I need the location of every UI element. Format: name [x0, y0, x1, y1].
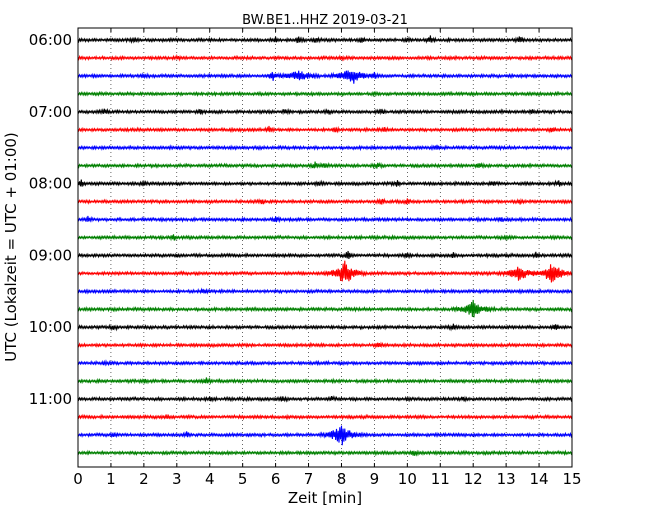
x-axis-ticks: 0 1 2 3 4 5 6 7 8 9 10 11 12 13 14 15 [73, 28, 582, 488]
x-tick-label: 4 [205, 470, 215, 488]
x-tick-label: 15 [562, 470, 581, 488]
x-tick-label: 6 [271, 470, 281, 488]
seismic-traces [77, 35, 573, 457]
x-tick-label: 3 [172, 470, 182, 488]
seismic-trace-0615 [77, 53, 573, 62]
seismic-trace-1015 [77, 341, 573, 349]
seismic-trace-1145 [77, 449, 573, 457]
seismic-trace-0600 [77, 35, 573, 45]
y-tick-label: 10:00 [29, 318, 72, 336]
y-axis-ticks: 06:00 07:00 08:00 09:00 10:00 11:00 [29, 31, 572, 408]
seismic-trace-0845 [77, 233, 573, 242]
chart-title: BW.BE1..HHZ 2019-03-21 [242, 13, 408, 28]
seismic-trace-1130 [77, 425, 573, 446]
seismic-trace-0700 [77, 107, 573, 116]
seismic-trace-1030 [77, 359, 573, 367]
seismic-trace-1045 [77, 376, 573, 385]
x-axis-label: Zeit [min] [288, 489, 362, 507]
x-tick-label: 2 [139, 470, 149, 488]
y-tick-label: 08:00 [29, 175, 72, 193]
x-tick-label: 1 [106, 470, 116, 488]
x-tick-label: 14 [530, 470, 549, 488]
seismic-trace-0715 [77, 125, 573, 134]
x-tick-label: 13 [497, 470, 516, 488]
seismic-trace-0645 [77, 90, 573, 98]
y-tick-label: 11:00 [29, 390, 72, 408]
plot-frame [77, 27, 573, 468]
y-tick-label: 07:00 [29, 103, 72, 121]
seismic-trace-0945 [77, 299, 573, 318]
x-tick-label: 8 [337, 470, 347, 488]
seismic-trace-0745 [77, 161, 573, 170]
seismic-trace-0800 [77, 179, 573, 188]
x-tick-label: 11 [431, 470, 450, 488]
x-tick-label: 9 [370, 470, 380, 488]
seismic-trace-0900 [77, 250, 573, 260]
seismic-trace-0915 [77, 260, 573, 283]
seismic-trace-1115 [77, 413, 573, 421]
seismic-trace-0630 [77, 70, 573, 84]
y-tick-label: 06:00 [29, 31, 72, 49]
x-tick-label: 12 [464, 470, 483, 488]
seismic-trace-0730 [77, 144, 573, 152]
seismic-trace-0830 [77, 215, 573, 224]
seismic-trace-0930 [77, 287, 573, 295]
x-tick-label: 0 [73, 470, 83, 488]
x-tick-label: 7 [304, 470, 314, 488]
seismic-trace-0815 [77, 197, 573, 206]
seismic-trace-1100 [77, 395, 573, 403]
seismic-trace-1000 [77, 323, 573, 332]
x-tick-label: 5 [238, 470, 248, 488]
y-tick-label: 09:00 [29, 246, 72, 264]
y-axis-label: UTC (Lokalzeit = UTC + 01:00) [2, 132, 20, 362]
x-tick-label: 10 [398, 470, 417, 488]
